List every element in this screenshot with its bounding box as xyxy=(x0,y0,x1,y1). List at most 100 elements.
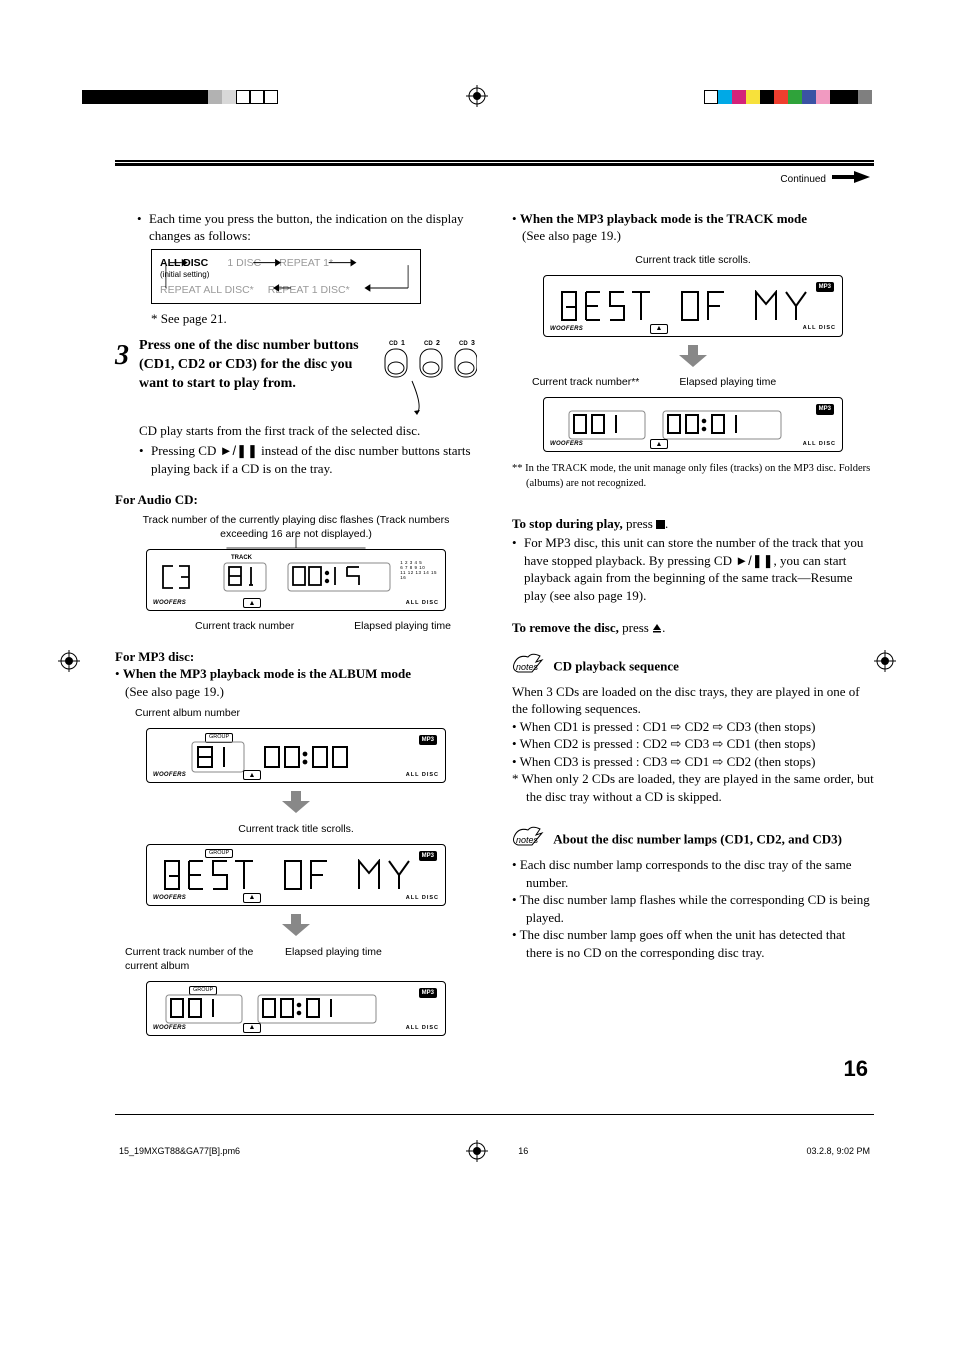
step3-instruction: Press one of the disc number buttons (CD… xyxy=(139,337,371,394)
continued-indicator: Continued xyxy=(115,171,874,188)
notes-icon: notes xyxy=(512,652,550,683)
notes1-item-3: • When CD3 is pressed : CD3 ⇨ CD1 ⇨ CD2 … xyxy=(512,753,874,771)
display-panel-track-number: MP3 WOOFERS ▲ ALL DISC xyxy=(543,397,843,452)
step3-sub1: CD play starts from the first track of t… xyxy=(139,422,477,440)
footer-timestamp: 03.2.8, 9:02 PM xyxy=(806,1145,870,1157)
mp3-badge: MP3 xyxy=(419,988,437,998)
footer-pagenum: 16 xyxy=(518,1145,528,1157)
woofers-label: WOOFERS xyxy=(153,894,186,902)
woofers-label: WOOFERS xyxy=(153,599,186,607)
bullet: • xyxy=(512,534,524,604)
svg-text:CD: CD xyxy=(424,341,433,347)
audio-cd-heading: For Audio CD: xyxy=(115,491,477,509)
down-arrow-icon xyxy=(115,791,477,818)
mp3-album-mode-line: • When the MP3 playback mode is the ALBU… xyxy=(115,665,477,683)
eject-icon: ▲ xyxy=(650,439,668,449)
down-arrow-icon xyxy=(115,914,477,941)
woofers-label: WOOFERS xyxy=(153,1024,186,1032)
mp3-heading: For MP3 disc: xyxy=(115,648,477,666)
playback-mode-flow-diagram: ALL DISC (initial setting) 1 DISC REPEAT… xyxy=(151,249,421,304)
see-page-note: * See page 21. xyxy=(151,310,477,328)
flow-repeat1disc: REPEAT 1 DISC* xyxy=(268,283,350,297)
notes2-item-1: • Each disc number lamp corresponds to t… xyxy=(512,856,874,891)
all-disc-label: ALL DISC xyxy=(803,325,836,332)
notes1-item-1: • When CD1 is pressed : CD1 ⇨ CD2 ⇨ CD3 … xyxy=(512,718,874,736)
eject-icon: ▲ xyxy=(243,770,261,780)
flow-repeat1: REPEAT 1* xyxy=(279,256,333,270)
mp3-cap3a: Current track number of the current albu… xyxy=(125,945,255,973)
display-panel-mp3-track: GROUP MP3 WOOFERS ▲ ALL DISC xyxy=(146,981,446,1036)
eject-icon: ▲ xyxy=(650,324,668,334)
mp3-cap3b: Elapsed playing time xyxy=(285,945,382,973)
svg-text:CD: CD xyxy=(389,341,398,347)
all-disc-label: ALL DISC xyxy=(803,441,836,448)
svg-text:3: 3 xyxy=(471,340,475,347)
track-mode-seealso: (See also page 19.) xyxy=(522,227,874,245)
header-rule xyxy=(115,160,874,166)
audio-cap-time: Elapsed playing time xyxy=(354,619,451,633)
group-label: GROUP xyxy=(205,849,233,858)
all-disc-label: ALL DISC xyxy=(406,1025,439,1032)
audio-cd-caption-top: Track number of the currently playing di… xyxy=(115,513,477,541)
cd-number-buttons-illustration: CD1 CD2 CD3 xyxy=(377,337,477,420)
all-disc-label: ALL DISC xyxy=(406,600,439,607)
flow-all-disc: ALL DISC xyxy=(160,257,208,269)
r-cap2b: Elapsed playing time xyxy=(679,375,776,389)
notes1-intro: When 3 CDs are loaded on the disc trays,… xyxy=(512,683,874,718)
intro-text: Each time you press the button, the indi… xyxy=(149,210,477,245)
flow-1-disc: 1 DISC xyxy=(227,256,261,270)
stop-icon xyxy=(656,520,665,529)
step3-sub2: Pressing CD ►/❚❚ instead of the disc num… xyxy=(151,442,477,477)
svg-text:2: 2 xyxy=(436,340,440,347)
notes1-title: CD playback sequence xyxy=(553,658,679,673)
track-number-grid: 1 2 3 4 5 6 7 8 9 10 11 12 13 14 15 16 xyxy=(400,560,437,580)
footer-meta: 15_19MXGT88&GA77[B].pm6 16 03.2.8, 9:02 … xyxy=(115,1145,874,1157)
notes1-item-2: • When CD2 is pressed : CD2 ⇨ CD3 ⇨ CD1 … xyxy=(512,735,874,753)
display-panel-mp3-title: GROUP MP3 xyxy=(146,844,446,906)
flow-initial: (initial setting) xyxy=(160,270,209,281)
mp3-cap2: Current track title scrolls. xyxy=(115,822,477,836)
notes2-item-3: • The disc number lamp goes off when the… xyxy=(512,926,874,961)
footer-filename: 15_19MXGT88&GA77[B].pm6 xyxy=(119,1145,240,1157)
r-cap1: Current track title scrolls. xyxy=(512,253,874,267)
audio-cap-track: Current track number xyxy=(195,619,294,633)
notes1-star: * When only 2 CDs are loaded, they are p… xyxy=(512,770,874,805)
stop-during-play: To stop during play, press . xyxy=(512,515,874,533)
r-cap2a: Current track number** xyxy=(532,375,639,389)
flow-repeat-all: REPEAT ALL DISC* xyxy=(160,283,254,297)
track-mode-line: • When the MP3 playback mode is the TRAC… xyxy=(512,210,874,228)
svg-text:1: 1 xyxy=(401,340,405,347)
eject-icon: ▲ xyxy=(243,598,261,608)
display-panel-track-title: MP3 WOOFERS ▲ ALL DISC xyxy=(543,275,843,337)
display-panel-mp3-album: GROUP MP3 WOOFERS ▲ ALL DISC xyxy=(146,728,446,783)
display-panel-audio-cd: TRACK 1 2 3 4 5 6 7 8 9 10 11 12 13 xyxy=(146,549,446,611)
svg-text:CD: CD xyxy=(459,341,468,347)
all-disc-label: ALL DISC xyxy=(406,895,439,902)
mp3-badge: MP3 xyxy=(816,404,834,414)
track-label: TRACK xyxy=(231,554,252,562)
notes2-title: About the disc number lamps (CD1, CD2, a… xyxy=(553,832,842,847)
woofers-label: WOOFERS xyxy=(550,325,583,333)
mp3-cap1: Current album number xyxy=(135,706,477,720)
left-column: • Each time you press the button, the in… xyxy=(115,210,477,1044)
bullet: • xyxy=(137,210,149,245)
svg-text:notes: notes xyxy=(516,835,539,845)
page-number: 16 xyxy=(115,1054,868,1084)
footer-rule xyxy=(115,1114,874,1115)
continued-label: Continued xyxy=(780,173,826,187)
track-mode-footnote: ** In the TRACK mode, the unit manage on… xyxy=(512,462,874,490)
eject-triangle-icon xyxy=(652,620,662,635)
notes2-item-2: • The disc number lamp flashes while the… xyxy=(512,891,874,926)
down-arrow-icon xyxy=(512,345,874,372)
eject-icon: ▲ xyxy=(243,1023,261,1033)
notes-icon: notes xyxy=(512,825,550,856)
remove-disc: To remove the disc, press . xyxy=(512,619,874,637)
right-column: • When the MP3 playback mode is the TRAC… xyxy=(512,210,874,1044)
all-disc-label: ALL DISC xyxy=(406,772,439,779)
woofers-label: WOOFERS xyxy=(550,440,583,448)
stop-bullet: For MP3 disc, this unit can store the nu… xyxy=(524,534,874,604)
mp3-badge: MP3 xyxy=(419,735,437,745)
eject-icon: ▲ xyxy=(243,893,261,903)
bullet: • xyxy=(139,442,151,477)
mp3-seealso: (See also page 19.) xyxy=(125,683,477,701)
